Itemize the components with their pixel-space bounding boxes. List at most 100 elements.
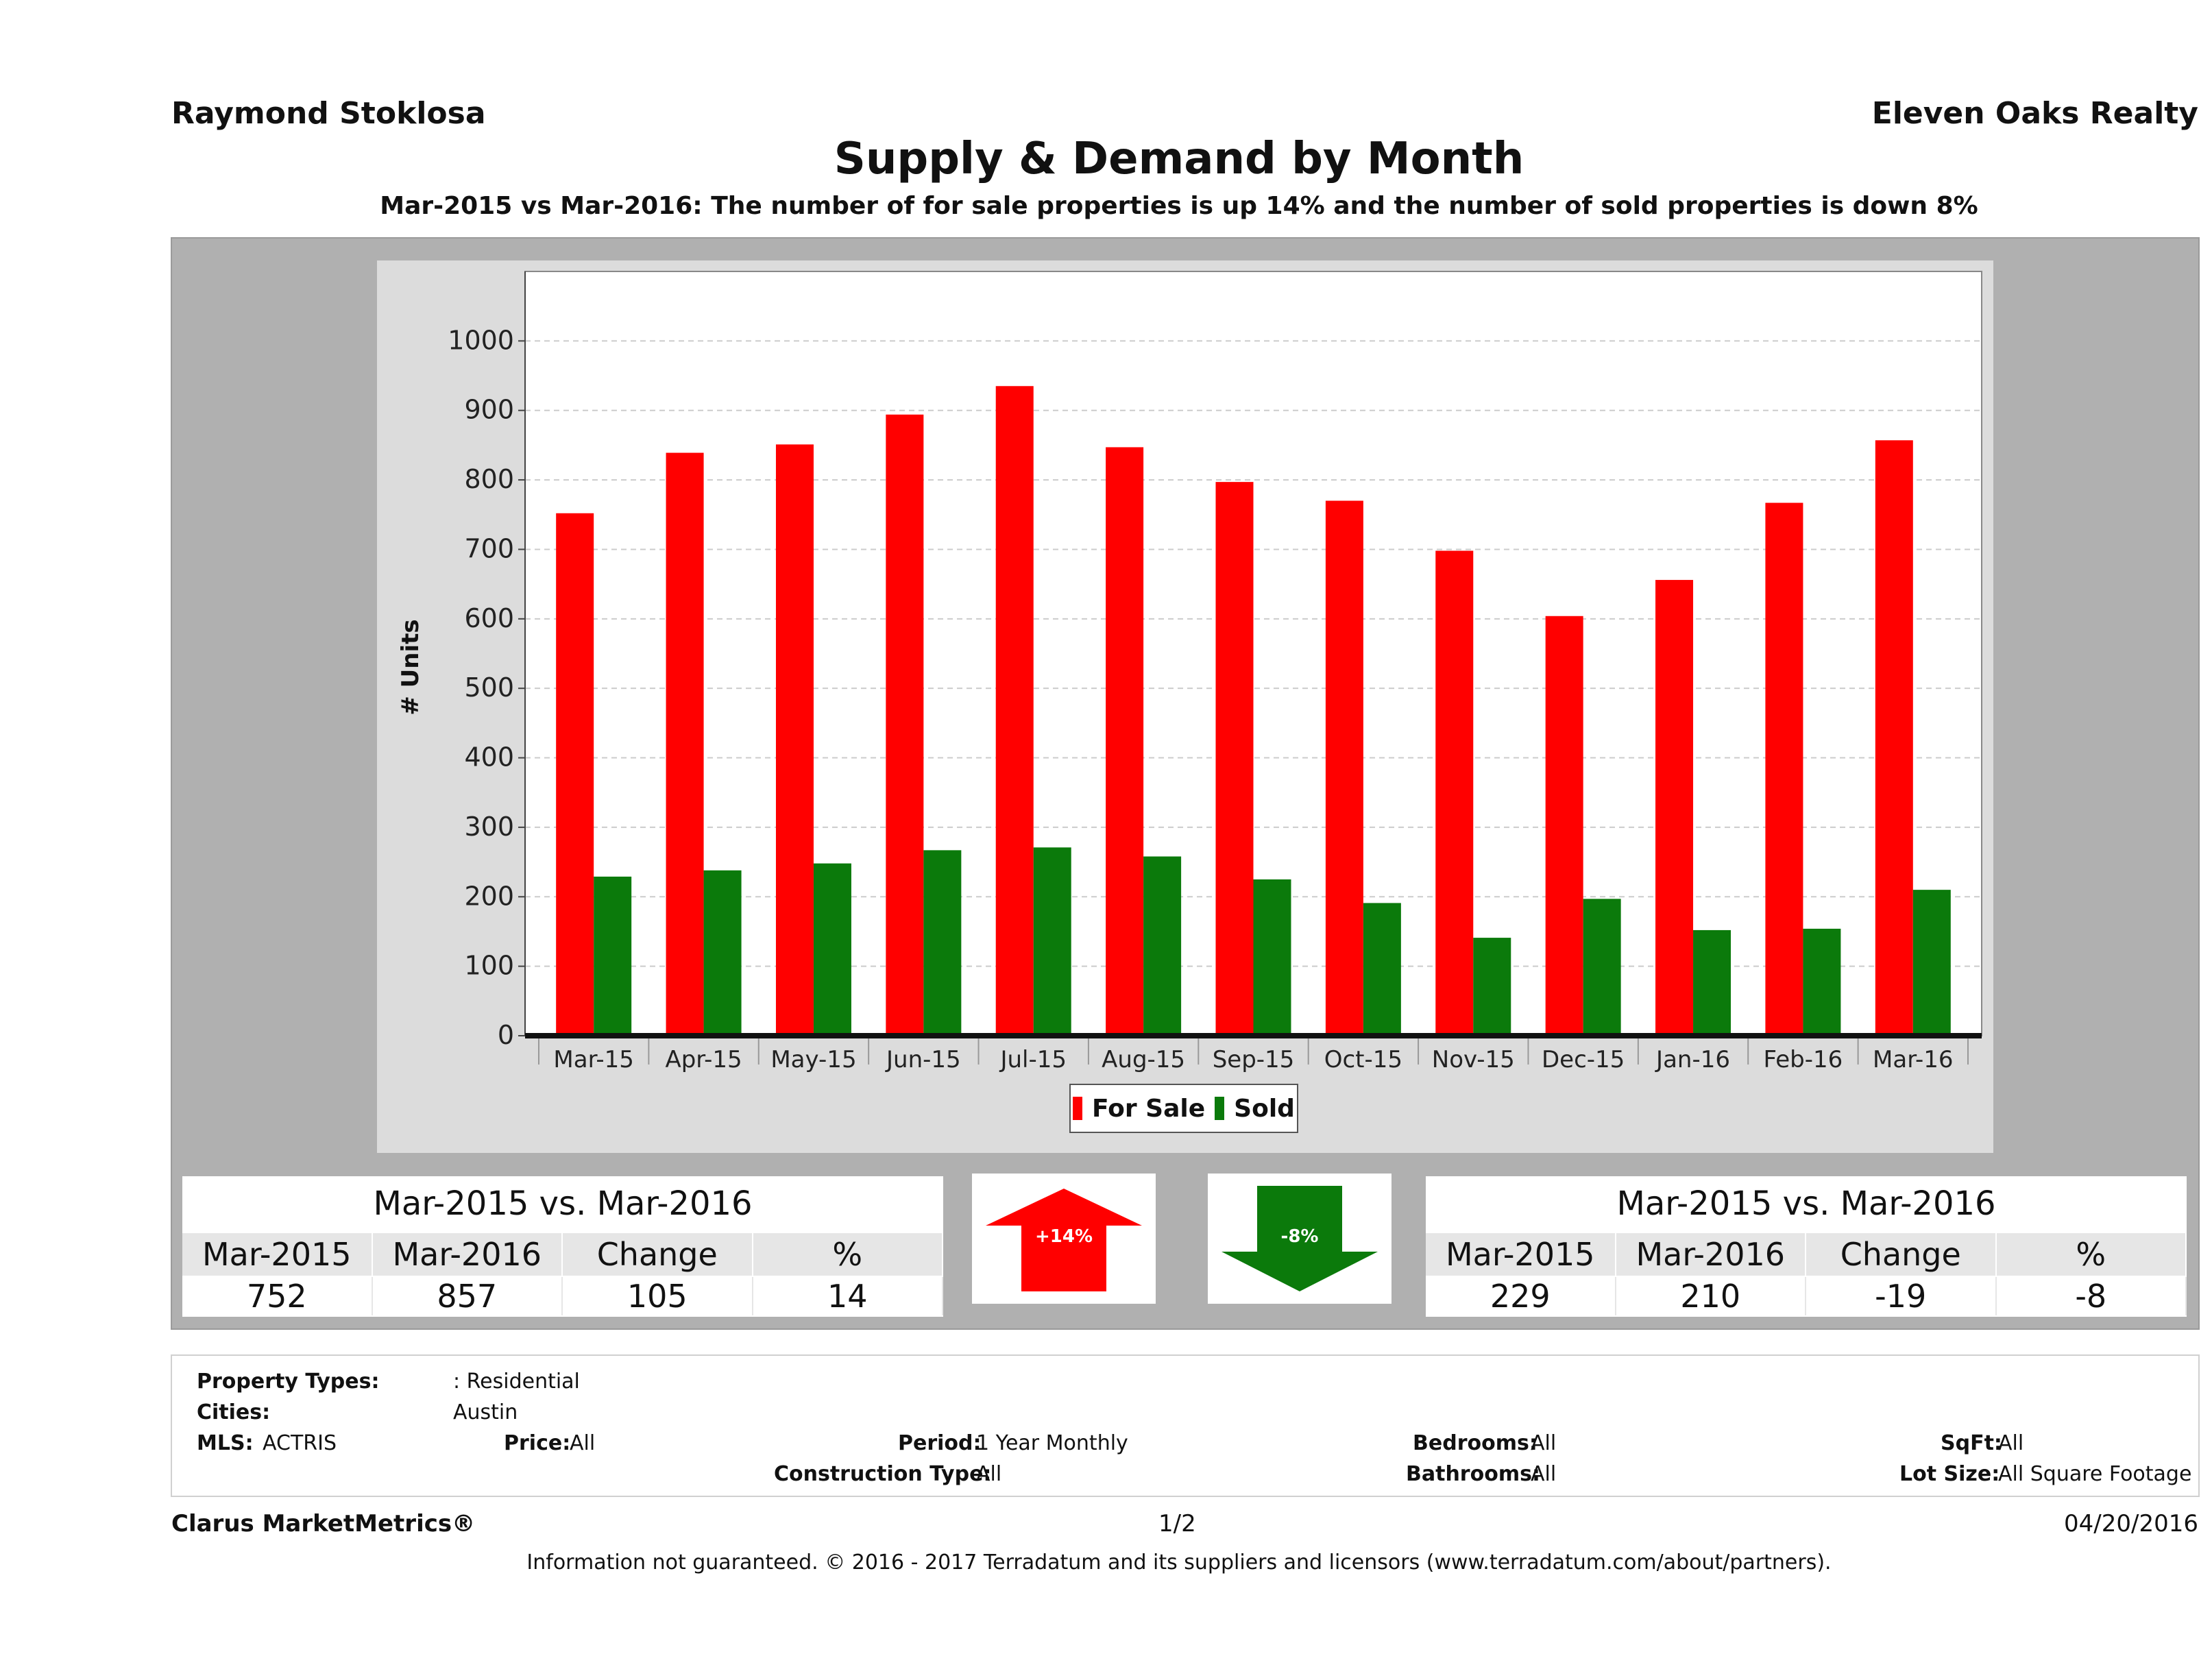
mls-value: ACTRIS bbox=[263, 1431, 337, 1455]
sold-bar bbox=[1473, 938, 1511, 1036]
y-tick-label: 1000 bbox=[448, 325, 514, 355]
for-sale-table-row: 752 857 105 14 bbox=[182, 1277, 943, 1315]
lot-size-value: All Square Footage bbox=[1998, 1462, 2192, 1486]
y-tick-label: 0 bbox=[498, 1020, 514, 1050]
x-tick-label: Aug-15 bbox=[1102, 1046, 1185, 1073]
price-value: All bbox=[570, 1431, 596, 1455]
x-tick-label: Feb-16 bbox=[1764, 1046, 1843, 1073]
y-tick-label: 300 bbox=[464, 812, 514, 842]
value-cell: 14 bbox=[753, 1277, 943, 1315]
for-sale-comparison-table: Mar-2015 vs. Mar-2016 Mar-2015 Mar-2016 … bbox=[182, 1176, 943, 1317]
x-tick-label: Jul-15 bbox=[999, 1046, 1067, 1073]
sold-bar bbox=[1253, 879, 1291, 1036]
x-tick-label: Mar-15 bbox=[553, 1046, 634, 1073]
sold-bar bbox=[703, 870, 742, 1036]
sold-bar bbox=[1033, 847, 1071, 1036]
sold-table-title: Mar-2015 vs. Mar-2016 bbox=[1616, 1184, 1996, 1223]
bathrooms-value: All bbox=[1531, 1462, 1557, 1486]
agent-name: Raymond Stoklosa bbox=[171, 96, 486, 131]
value-cell: 857 bbox=[373, 1277, 563, 1315]
lot-size-label: Lot Size: bbox=[1899, 1462, 2000, 1486]
legend-for-sale-label: For Sale bbox=[1092, 1094, 1206, 1123]
for-sale-bar bbox=[1765, 502, 1803, 1036]
sold-table-row: 229 210 -19 -8 bbox=[1426, 1277, 2187, 1315]
y-tick-label: 600 bbox=[464, 603, 514, 633]
report-filters: Property Types: : Residential Cities: Au… bbox=[171, 1354, 2200, 1497]
chart-legend: For Sale Sold bbox=[1069, 1084, 1298, 1133]
report-subtitle: Mar-2015 vs Mar-2016: The number of for … bbox=[380, 192, 1978, 220]
y-tick-label: 200 bbox=[464, 881, 514, 911]
x-tick-label: Jan-16 bbox=[1655, 1046, 1730, 1073]
sold-bar bbox=[1693, 929, 1731, 1036]
sold-swatch bbox=[1215, 1097, 1225, 1120]
x-tick-label: Nov-15 bbox=[1432, 1046, 1515, 1073]
construction-type-label: Construction Type: bbox=[774, 1462, 992, 1486]
price-label: Price: bbox=[504, 1431, 571, 1455]
value-cell: 105 bbox=[563, 1277, 753, 1315]
for-sale-bar bbox=[775, 444, 814, 1036]
value-cell: -19 bbox=[1806, 1277, 1997, 1315]
header-cell: Mar-2015 bbox=[182, 1233, 373, 1276]
page-number: 1/2 bbox=[1158, 1510, 1196, 1537]
bedrooms-label: Bedrooms: bbox=[1413, 1431, 1538, 1455]
header-cell: Change bbox=[563, 1233, 753, 1276]
sold-bar bbox=[813, 863, 851, 1036]
for-sale-bar bbox=[666, 452, 704, 1036]
x-tick-label: Apr-15 bbox=[665, 1046, 742, 1073]
for-sale-bar bbox=[1215, 482, 1254, 1036]
x-tick-label: Mar-16 bbox=[1873, 1046, 1954, 1073]
x-tick-label: Sep-15 bbox=[1213, 1046, 1295, 1073]
chart-area: 0 100 200 300 400 500 600 700 800 900 1000 # Units M… bbox=[377, 260, 1993, 1153]
for-sale-bar bbox=[886, 414, 924, 1036]
header-cell: Mar-2016 bbox=[373, 1233, 563, 1276]
header-cell: Change bbox=[1806, 1233, 1997, 1276]
y-tick-label: 700 bbox=[464, 533, 514, 563]
header-cell: % bbox=[1997, 1233, 2187, 1276]
sold-bar bbox=[923, 850, 962, 1036]
sold-bar bbox=[1912, 890, 1951, 1036]
bar-chart: 0 100 200 300 400 500 600 700 800 900 1000 # Units M… bbox=[397, 271, 1982, 1073]
sold-comparison-table: Mar-2015 vs. Mar-2016 Mar-2015 Mar-2016 … bbox=[1426, 1176, 2187, 1317]
for-sale-bar bbox=[1655, 580, 1694, 1036]
sold-change-indicator: -8% bbox=[1208, 1174, 1391, 1304]
y-tick-label: 500 bbox=[464, 672, 514, 703]
y-tick-label: 800 bbox=[464, 464, 514, 494]
cities-label: Cities: bbox=[197, 1400, 271, 1424]
for-sale-swatch bbox=[1073, 1097, 1083, 1120]
construction-type-value: All bbox=[976, 1462, 1002, 1486]
x-tick-label: Dec-15 bbox=[1542, 1046, 1625, 1073]
for-sale-bar bbox=[1325, 500, 1363, 1036]
for-sale-table-title: Mar-2015 vs. Mar-2016 bbox=[373, 1184, 753, 1223]
bedrooms-value: All bbox=[1531, 1431, 1557, 1455]
disclaimer: Information not guaranteed. © 2016 - 201… bbox=[526, 1551, 1832, 1574]
header-cell: % bbox=[753, 1233, 943, 1276]
y-tick-label: 900 bbox=[464, 395, 514, 425]
for-sale-change-indicator: +14% bbox=[972, 1174, 1156, 1304]
property-types-value: : Residential bbox=[453, 1370, 580, 1394]
sold-bar bbox=[1363, 903, 1401, 1036]
value-cell: 229 bbox=[1426, 1277, 1616, 1315]
for-sale-bar bbox=[995, 386, 1034, 1036]
sold-bar bbox=[1583, 899, 1621, 1036]
sqft-value: All bbox=[1998, 1431, 2024, 1455]
header-cell: Mar-2015 bbox=[1426, 1233, 1616, 1276]
y-axis-label: # Units bbox=[397, 619, 424, 715]
mls-label: MLS: bbox=[197, 1431, 254, 1455]
report-date: 04/20/2016 bbox=[2064, 1510, 2198, 1537]
up-arrow-icon: +14% bbox=[986, 1189, 1142, 1291]
period-label: Period: bbox=[898, 1431, 982, 1455]
y-tick-label: 400 bbox=[464, 742, 514, 773]
sold-bar bbox=[1143, 856, 1182, 1036]
y-tick-label: 100 bbox=[464, 951, 514, 981]
sold-table-header: Mar-2015 Mar-2016 Change % bbox=[1426, 1233, 2187, 1276]
footer-brand: Clarus MarketMetrics® bbox=[171, 1510, 476, 1537]
x-tick-label: May-15 bbox=[770, 1046, 856, 1073]
up-arrow-label: +14% bbox=[1035, 1226, 1093, 1247]
down-arrow-label: -8% bbox=[1281, 1226, 1319, 1247]
legend-sold-label: Sold bbox=[1234, 1094, 1295, 1123]
for-sale-table-header: Mar-2015 Mar-2016 Change % bbox=[182, 1233, 943, 1276]
sqft-label: SqFt: bbox=[1941, 1431, 2002, 1455]
x-tick-label: Oct-15 bbox=[1324, 1046, 1402, 1073]
for-sale-bar bbox=[1106, 447, 1144, 1036]
for-sale-bar bbox=[1545, 616, 1583, 1036]
